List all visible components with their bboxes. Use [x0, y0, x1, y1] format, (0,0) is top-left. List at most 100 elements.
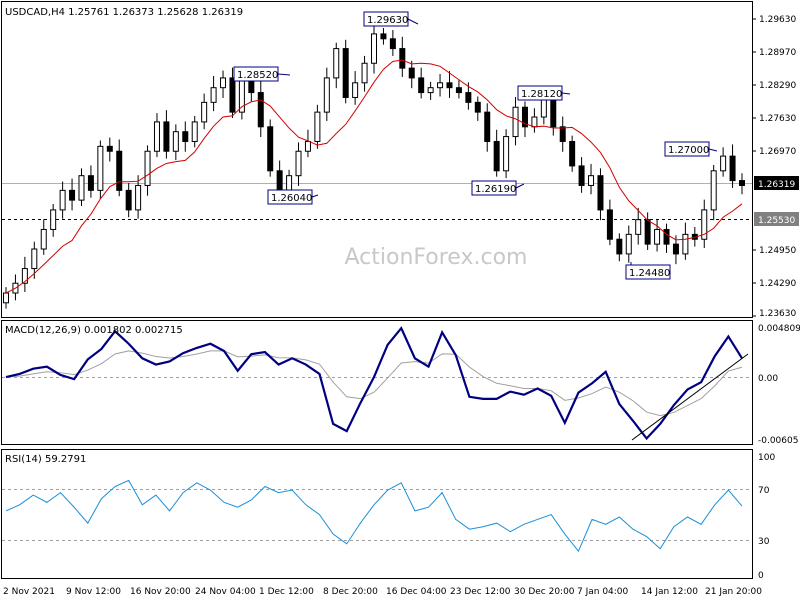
candle-body	[635, 219, 642, 235]
x-tick-label: 16 Dec 04:00	[386, 587, 447, 597]
annotation-low-126190: 1.26190	[471, 180, 525, 196]
annotation-label: 1.27000	[668, 145, 709, 156]
candle-body	[521, 106, 528, 128]
annotation-label: 1.28120	[521, 89, 562, 100]
annotation-pointer	[515, 183, 525, 189]
candle-body	[616, 238, 623, 255]
candle-body	[399, 48, 406, 69]
candle-body	[333, 48, 340, 79]
moving-average-layer	[5, 59, 743, 294]
candle-body	[31, 248, 38, 270]
price-panel-frame	[1, 1, 753, 318]
current-price-value: 1.26319	[758, 180, 795, 190]
annotation-high-129630: 1.29630	[363, 11, 419, 27]
annotation-label: 1.29630	[367, 15, 408, 26]
rsi-layer	[5, 479, 743, 553]
candle-body	[87, 175, 94, 191]
price-y-tick: 1.24290	[759, 279, 796, 289]
price-panel-header: USDCAD,H4 1.25761 1.26373 1.25628 1.2631…	[5, 7, 243, 18]
candle-body	[720, 155, 727, 172]
annotation-label: 1.26190	[475, 184, 516, 195]
x-tick-label: 1 Dec 12:00	[259, 587, 314, 597]
x-tick-label: 14 Jan 12:00	[641, 587, 698, 597]
price-y-tick: 1.23630	[759, 309, 796, 319]
candle-body	[531, 116, 538, 128]
rsi-y-tick: 0	[758, 571, 764, 581]
macd-y-tick: 0.004809	[758, 324, 800, 334]
watermark: ActionForex.com	[345, 245, 528, 270]
annotation-box	[625, 264, 671, 280]
macd-signal-line	[5, 350, 743, 417]
candle-body	[163, 121, 170, 152]
macd-panel-header: MACD(12,26,9) 0.001802 0.002715	[5, 325, 183, 336]
reference-level-tag: 1.25530	[754, 212, 799, 226]
rsi-y-axis: 100 70 30 0	[758, 453, 775, 581]
price-annotations: 1.29630 1.28520 1.28120 1.27000 1.26190	[233, 11, 718, 280]
candle-body	[739, 180, 745, 186]
x-tick-label: 30 Dec 20:00	[514, 587, 575, 597]
candle-body	[682, 233, 689, 255]
rsi-panel-frame	[1, 449, 753, 579]
candle-body	[663, 228, 670, 245]
price-y-tick: 1.28290	[759, 81, 796, 91]
candle-body	[559, 126, 566, 142]
candle-body	[729, 155, 736, 182]
candle-body	[153, 121, 160, 152]
annotation-high-127000: 1.27000	[664, 141, 718, 157]
candle-body	[578, 165, 585, 186]
candle-body	[361, 62, 368, 84]
annotation-pointer	[407, 18, 419, 25]
x-tick-label: 7 Jan 04:00	[577, 587, 629, 597]
candle-body	[455, 87, 462, 94]
annotation-label: 1.28520	[237, 70, 278, 81]
candle-body	[493, 140, 500, 172]
candle-body	[371, 33, 377, 64]
candle-body	[59, 189, 66, 211]
macd-line	[5, 326, 743, 441]
rsi-panel-header: RSI(14) 59.2791	[5, 454, 86, 465]
macd-y-tick: -0.00605	[758, 436, 798, 446]
candle-body	[446, 82, 453, 89]
annotation-high-128120: 1.28120	[517, 85, 571, 101]
macd-trendline	[631, 353, 749, 441]
rsi-line	[5, 479, 743, 553]
candle-body	[3, 292, 9, 304]
candle-body	[172, 131, 179, 152]
candle-body	[135, 184, 142, 211]
price-y-tick: 1.29630	[759, 15, 796, 25]
reference-level-tag-bg	[754, 212, 799, 226]
annotation-high-128520: 1.28520	[233, 66, 291, 82]
candle-body	[116, 150, 123, 191]
moving-average-line	[5, 59, 743, 294]
candle-body	[474, 101, 481, 113]
price-y-tick: 1.24950	[759, 246, 796, 256]
candle-body	[125, 189, 132, 211]
candle-body	[550, 96, 557, 128]
panel-frames	[1, 1, 753, 579]
candle-body	[625, 233, 632, 255]
macd-panel-frame	[1, 320, 753, 445]
candle-body	[465, 92, 472, 103]
current-price-tag: 1.26319	[754, 176, 799, 190]
candle-body	[295, 150, 302, 177]
macd-layer	[5, 326, 743, 441]
candle-body	[427, 87, 434, 94]
annotation-pointer	[311, 194, 319, 198]
candle-body	[597, 175, 604, 211]
price-y-tick: 1.26970	[759, 147, 796, 157]
candle-body	[267, 126, 274, 172]
x-tick-label: 24 Nov 04:00	[195, 587, 256, 597]
candle-body	[701, 209, 708, 240]
candle-body	[323, 77, 330, 113]
candle-body	[437, 82, 444, 89]
x-tick-label: 2 Nov 2021	[3, 587, 55, 597]
annotation-low-126040: 1.26040	[267, 189, 319, 205]
candle-body	[380, 33, 387, 40]
annotation-pointer	[561, 92, 571, 95]
x-tick-label: 9 Nov 12:00	[66, 587, 121, 597]
candle-body	[21, 268, 28, 284]
annotation-pointer	[708, 148, 718, 152]
candle-body	[40, 228, 47, 250]
